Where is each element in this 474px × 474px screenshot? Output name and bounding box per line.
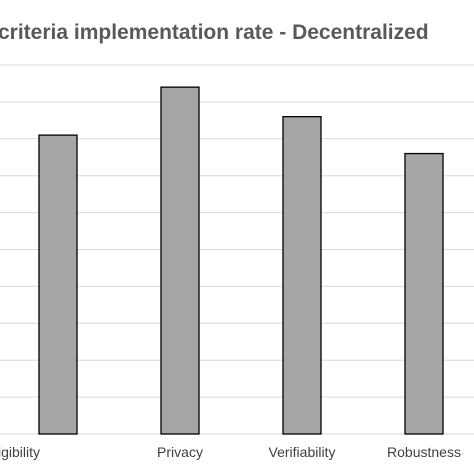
category-label-robustness: Robustness xyxy=(387,444,461,460)
bar-verifiability xyxy=(282,116,322,435)
category-label-verifiability: Verifiability xyxy=(269,444,336,460)
chart-title: criteria implementation rate - Decentral… xyxy=(0,21,429,44)
category-label-igibility: igibility xyxy=(0,444,40,460)
bar-robustness xyxy=(404,152,444,435)
category-label-privacy: Privacy xyxy=(157,444,203,460)
bar-privacy xyxy=(160,86,200,435)
category-labels: igibility Privacy Verifiability Robustness xyxy=(0,444,461,460)
gridlines xyxy=(0,64,474,435)
bar-igibility xyxy=(38,134,78,435)
bars xyxy=(38,86,444,435)
